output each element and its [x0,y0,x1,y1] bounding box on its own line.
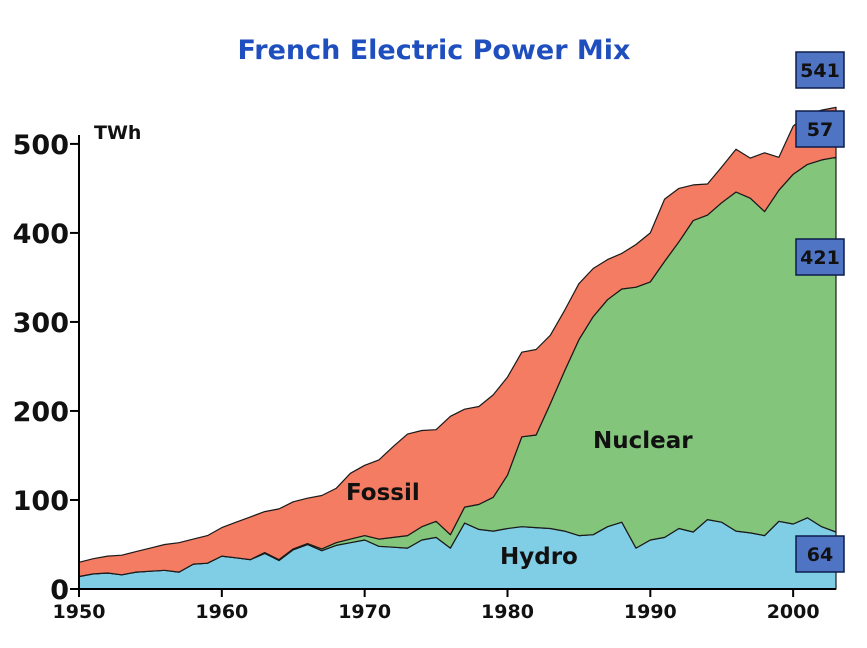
series-labels: Fossil Nuclear Hydro [346,428,693,570]
x-tick-label: 1970 [338,601,391,623]
value-badges: 541 57 421 64 [795,51,845,573]
value-badge-hydro: 64 [795,535,845,573]
series-label-hydro: Hydro [500,544,578,570]
value-badge-text: 541 [800,60,840,82]
value-badge-text: 64 [807,544,833,566]
value-badge-total: 541 [795,51,845,89]
y-tick-label: 200 [13,397,69,428]
stacked-areas [78,106,837,590]
y-tick-label: 300 [13,308,69,339]
value-badge-text: 421 [800,247,840,269]
value-badge-fossil: 57 [795,110,845,148]
value-badge-nuclear: 421 [795,238,845,276]
x-ticks: 1950 1960 1970 1980 1990 2000 [53,589,820,623]
x-tick-label: 1990 [624,601,677,623]
x-tick-label: 1980 [481,601,534,623]
value-badge-text: 57 [807,119,833,141]
area-fossil [78,106,837,578]
chart-title: French Electric Power Mix [238,35,631,66]
y-tick-label: 500 [13,130,69,161]
series-label-fossil: Fossil [346,480,420,506]
y-axis-unit-label: TWh [94,122,141,144]
y-tick-label: 400 [13,219,69,250]
x-tick-label: 2000 [767,601,820,623]
y-tick-label: 100 [13,486,69,517]
x-tick-label: 1950 [53,601,106,623]
series-label-nuclear: Nuclear [593,428,693,454]
x-tick-label: 1960 [195,601,248,623]
y-tick-label: 0 [50,575,69,606]
axes [78,135,836,590]
y-ticks: 0 100 200 300 400 500 [13,130,79,606]
